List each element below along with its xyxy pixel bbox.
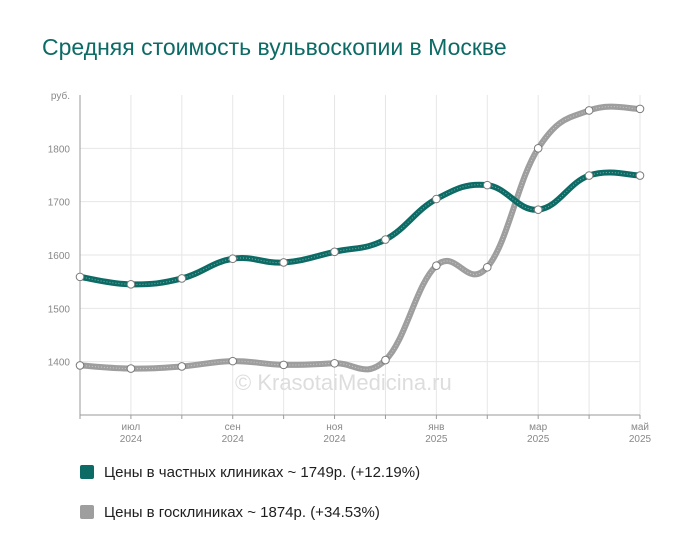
axes: 14001500160017001800руб.июл2024сен2024но… — [48, 90, 652, 445]
x-tick-label-month: ноя — [326, 422, 343, 433]
legend-item-private[interactable]: Цены в частных клиниках ~ 1749р. (+12.19… — [80, 462, 420, 482]
legend-label-private: Цены в частных клиниках ~ 1749р. (+12.19… — [104, 463, 421, 481]
data-point-private[interactable] — [533, 205, 543, 214]
data-point-public[interactable] — [279, 360, 288, 370]
data-point-public[interactable] — [533, 144, 543, 153]
data-point-public[interactable] — [126, 364, 136, 373]
data-point-private[interactable] — [432, 194, 441, 204]
data-point-public[interactable] — [584, 106, 594, 115]
data-point-public[interactable] — [75, 361, 85, 370]
chart-title: Средняя стоимость вульвоскопии в Москве — [42, 34, 507, 60]
data-point-private[interactable] — [482, 180, 492, 190]
x-tick-label-year: 2025 — [527, 434, 550, 445]
data-point-private[interactable] — [381, 235, 390, 244]
x-tick-label-year: 2024 — [222, 434, 245, 445]
data-point-public[interactable] — [635, 104, 645, 114]
y-tick-label: 1600 — [48, 251, 71, 262]
x-tick-label-month: май — [631, 422, 649, 433]
data-point-public[interactable] — [482, 262, 492, 272]
legend-label-public: Цены в госклиниках ~ 1874р. (+34.53%) — [104, 503, 380, 521]
watermark: © KrasotaiMedicina.ru — [235, 370, 452, 395]
data-point-private[interactable] — [279, 258, 288, 267]
legend-swatch-public — [80, 505, 94, 519]
x-tick-label-month: мар — [529, 422, 547, 433]
y-tick-label: 1700 — [48, 198, 71, 209]
data-point-private[interactable] — [75, 272, 85, 282]
data-point-private[interactable] — [330, 247, 339, 257]
data-point-private[interactable] — [177, 274, 187, 283]
data-point-private[interactable] — [584, 171, 594, 180]
y-unit-label: руб. — [51, 90, 70, 102]
y-tick-label: 1800 — [48, 144, 71, 155]
x-tick-label-month: июл — [122, 422, 141, 433]
y-tick-label: 1500 — [48, 304, 71, 315]
x-tick-label-month: сен — [225, 422, 241, 433]
series-line-texture-private — [79, 172, 641, 285]
series-lines — [77, 103, 643, 373]
data-point-public[interactable] — [381, 355, 390, 365]
x-tick-label-month: янв — [428, 422, 444, 433]
series-line-texture-public — [79, 106, 641, 370]
legend: Цены в частных клиниках ~ 1749р. (+12.19… — [80, 462, 420, 542]
x-tick-label-year: 2025 — [629, 434, 652, 445]
data-point-private[interactable] — [635, 171, 645, 180]
series-line-public — [77, 103, 643, 373]
x-tick-label-year: 2025 — [425, 434, 448, 445]
x-tick-label-year: 2024 — [323, 434, 346, 445]
data-point-private[interactable] — [126, 280, 136, 289]
data-point-private[interactable] — [228, 254, 238, 264]
series-line-private — [77, 169, 643, 288]
data-point-public[interactable] — [432, 261, 441, 270]
data-point-public[interactable] — [228, 356, 238, 366]
legend-item-public[interactable]: Цены в госклиниках ~ 1874р. (+34.53%) — [80, 502, 420, 522]
x-tick-label-year: 2024 — [120, 434, 143, 445]
legend-swatch-private — [80, 465, 94, 479]
data-point-public[interactable] — [177, 362, 187, 371]
data-points — [75, 104, 645, 373]
data-point-public[interactable] — [330, 358, 339, 368]
y-tick-label: 1400 — [48, 358, 71, 369]
